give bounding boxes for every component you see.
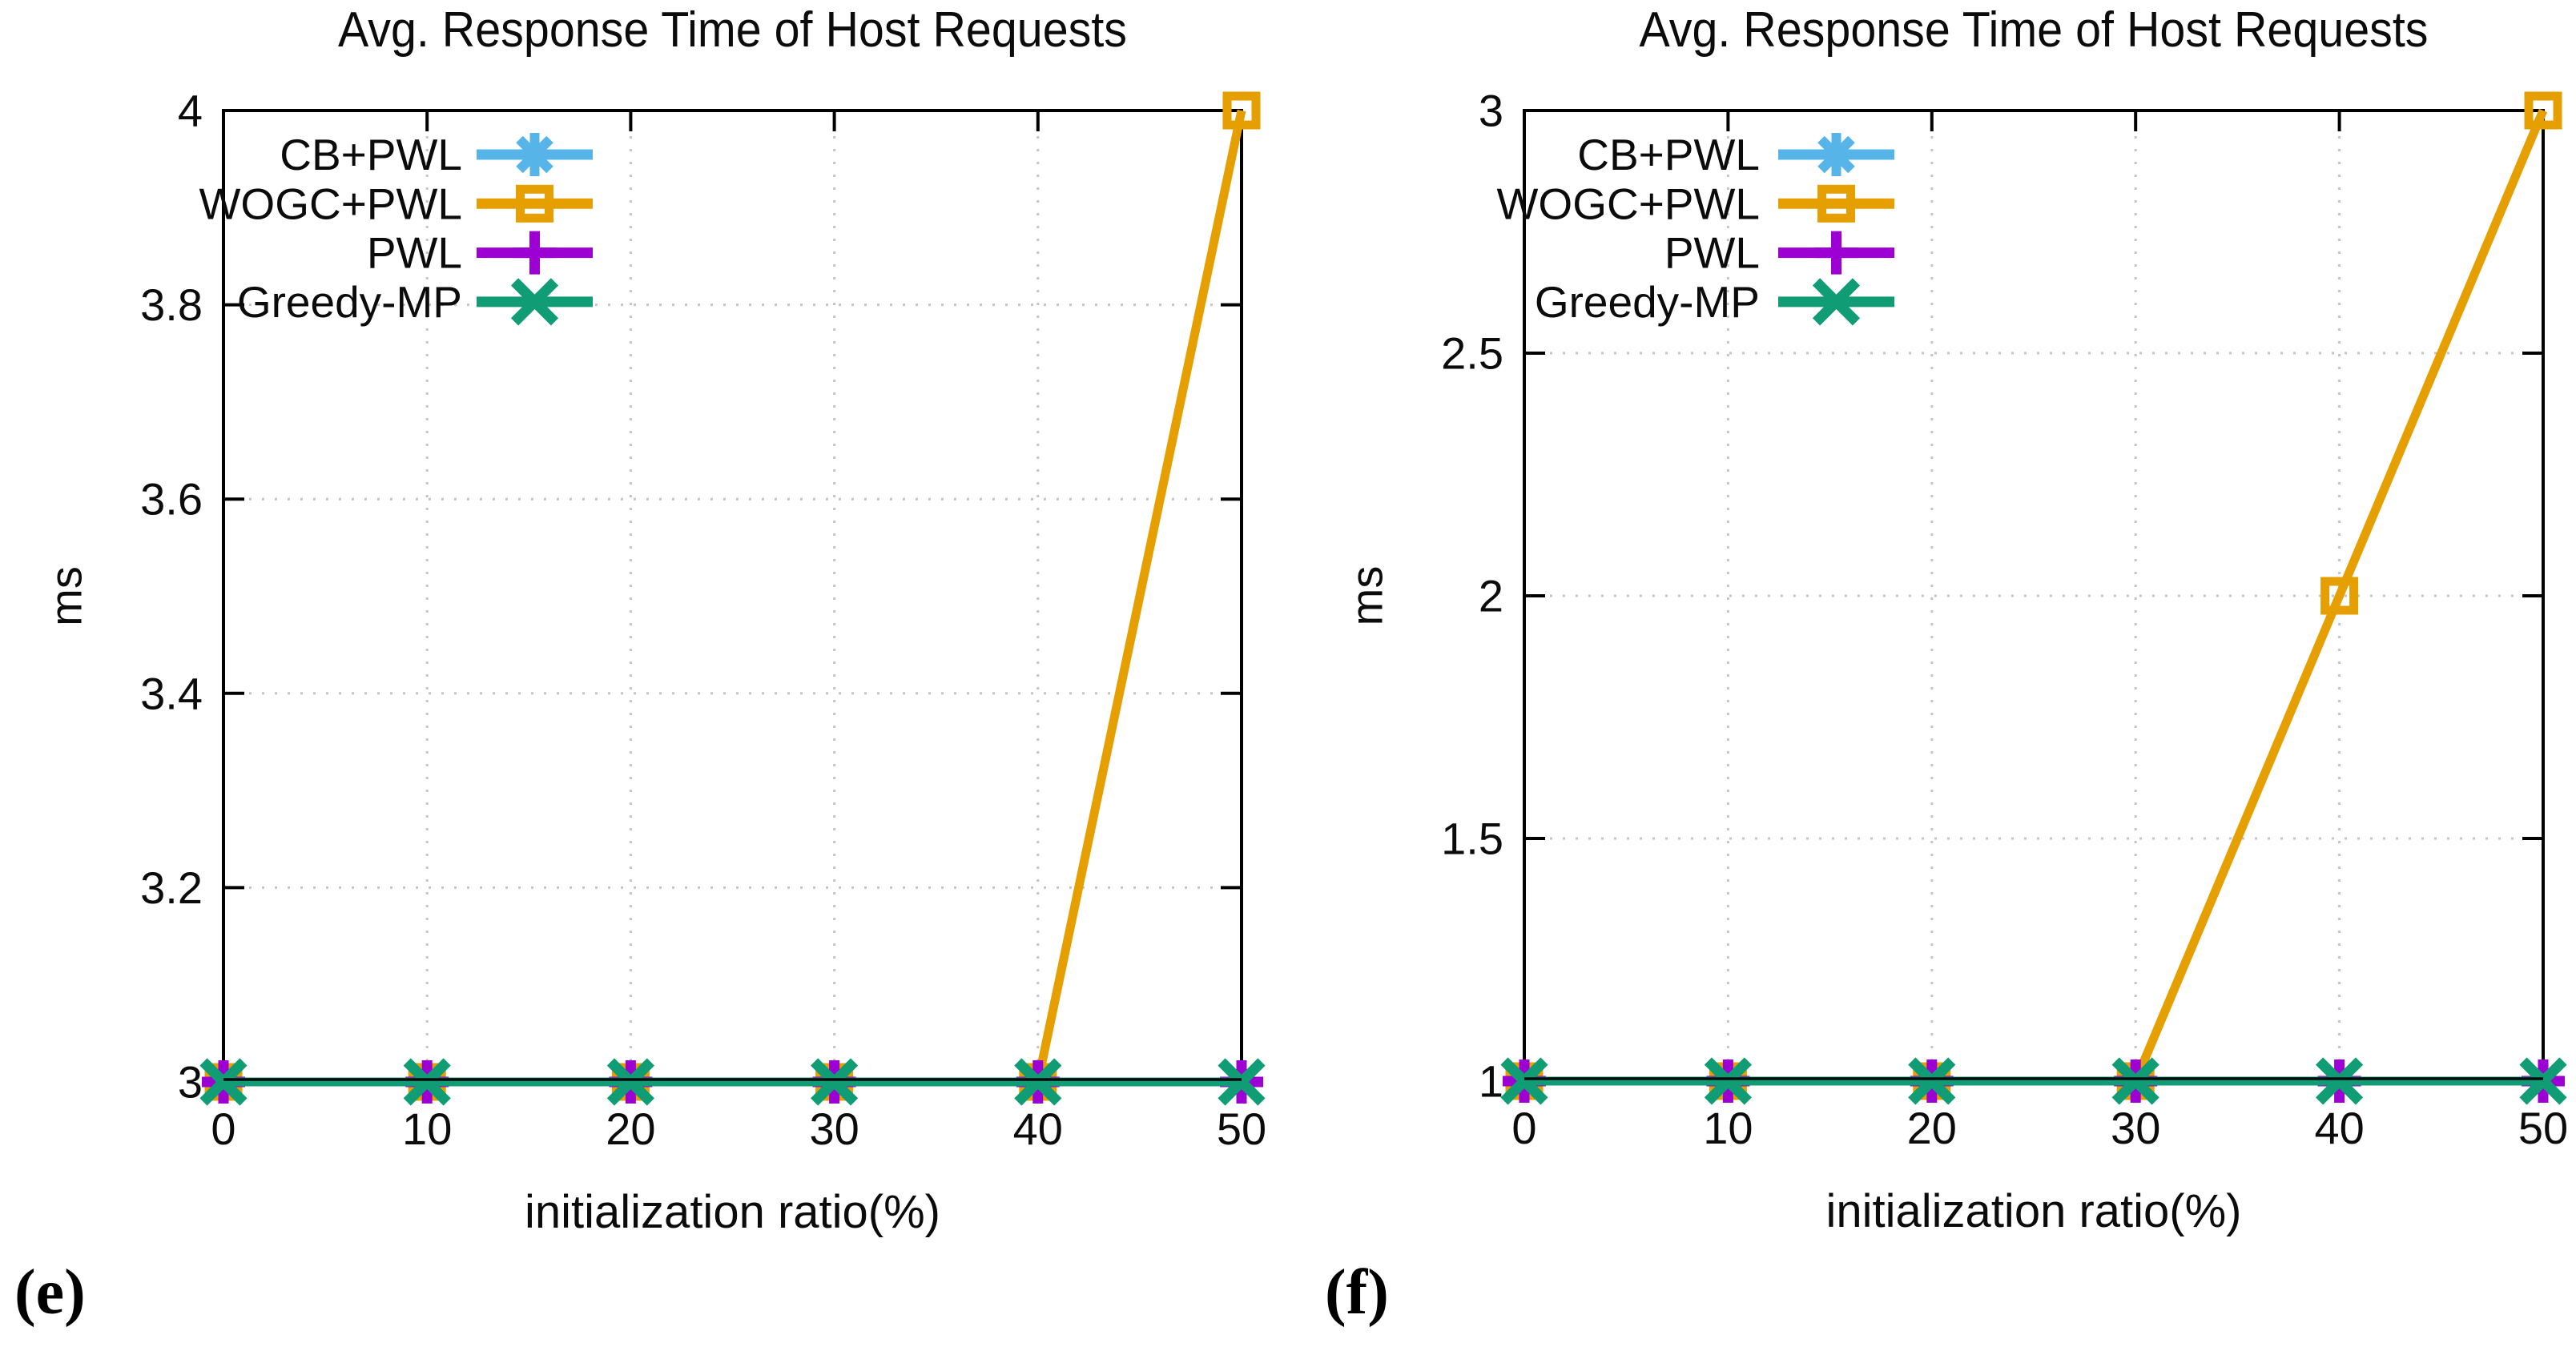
y-tick-label: 3.8 — [140, 279, 203, 330]
chart-title: Avg. Response Time of Host Requests — [1640, 2, 2429, 58]
y-axis-label: ms — [1342, 566, 1392, 626]
chart-text: Avg. Response Time of Host Requests 3 3.2 3… — [41, 2, 1267, 1238]
chart-e-panel: Avg. Response Time of Host Requests 3 3.2 3… — [14, 2, 1267, 1328]
x-tick-label: 50 — [1217, 1104, 1266, 1154]
legend-label-wogc-pwl: WOGC+PWL — [199, 179, 463, 228]
gridlines — [223, 111, 1242, 1082]
open-square-marker — [2320, 577, 2359, 615]
chart-f-panel: Avg. Response Time of Host Requests 1 1.5 2… — [1288, 0, 2576, 1355]
x-tick-label: 40 — [1013, 1104, 1063, 1154]
legend-label-pwl: PWL — [1664, 228, 1760, 278]
x-tick-label: 0 — [211, 1104, 235, 1154]
x-cross-marker — [1218, 1058, 1266, 1106]
x-cross-marker — [1014, 1058, 1062, 1106]
x-cross-marker — [606, 1058, 654, 1106]
y-tick-label: 3 — [1479, 86, 1503, 136]
chart-f-canvas: Avg. Response Time of Host Requests 1 1.5 2… — [1342, 2, 2569, 1237]
caption-e: (e) — [14, 1257, 86, 1328]
caption-f: (f) — [1325, 1257, 1389, 1328]
legend-label-pwl: PWL — [367, 228, 462, 278]
gridlines — [1524, 111, 2543, 1081]
x-tick-label: 20 — [1907, 1103, 1957, 1153]
x-cross-marker — [811, 1058, 859, 1106]
y-tick-label: 3.6 — [140, 474, 203, 525]
chart-title: Avg. Response Time of Host Requests — [338, 2, 1127, 58]
y-tick-label: 4 — [178, 86, 203, 136]
open-square-marker — [2524, 91, 2562, 130]
open-square-marker — [516, 184, 553, 223]
legend-label-cb-pwl: CB+PWL — [280, 130, 462, 179]
x-cross-marker — [1704, 1057, 1752, 1105]
y-tick-label: 3 — [178, 1057, 203, 1108]
x-tick-label: 30 — [809, 1104, 859, 1154]
x-tick-label: 30 — [2111, 1103, 2160, 1153]
x-tick-label: 10 — [1703, 1103, 1753, 1153]
x-tick-label: 0 — [1511, 1103, 1536, 1153]
x-cross-marker — [510, 278, 559, 326]
x-tick-label: 50 — [2518, 1103, 2568, 1153]
legend-label-greedy-mp: Greedy-MP — [237, 277, 462, 327]
open-square-marker — [1222, 91, 1261, 130]
x-axis-label: initialization ratio(%) — [525, 1186, 940, 1238]
x-cross-marker — [199, 1058, 248, 1106]
y-tick-label: 2 — [1479, 571, 1503, 621]
x-axis-label: initialization ratio(%) — [1826, 1185, 2242, 1237]
x-tick-label: 10 — [402, 1104, 452, 1154]
x-tick-label: 20 — [606, 1104, 655, 1154]
x-cross-marker — [403, 1058, 451, 1106]
y-tick-label: 1.5 — [1441, 814, 1503, 864]
y-tick-label: 2.5 — [1441, 328, 1503, 379]
asterisk-marker — [1817, 135, 1855, 174]
legend-label-cb-pwl: CB+PWL — [1577, 130, 1760, 179]
legend-label-greedy-mp: Greedy-MP — [1535, 277, 1760, 327]
x-cross-marker — [1500, 1057, 1548, 1105]
y-tick-label: 1 — [1479, 1056, 1503, 1107]
x-cross-marker — [2111, 1057, 2159, 1105]
x-cross-marker — [2519, 1057, 2567, 1105]
y-tick-label: 3.2 — [140, 862, 203, 913]
x-cross-marker — [1908, 1057, 1956, 1105]
chart-text: Avg. Response Time of Host Requests 1 1.5 2… — [1342, 2, 2569, 1237]
x-cross-marker — [1812, 278, 1861, 326]
series-greedy-mp — [1500, 1057, 2567, 1105]
series-greedy-mp — [199, 1058, 1266, 1106]
open-square-marker — [1817, 184, 1855, 223]
y-axis-label: ms — [41, 566, 91, 626]
y-tick-label: 3.4 — [140, 668, 203, 718]
asterisk-marker — [516, 135, 553, 174]
chart-e-canvas: Avg. Response Time of Host Requests 3 3.2 3… — [41, 2, 1267, 1238]
x-tick-label: 40 — [2314, 1103, 2364, 1153]
x-cross-marker — [2316, 1057, 2364, 1105]
legend-label-wogc-pwl: WOGC+PWL — [1497, 179, 1761, 228]
